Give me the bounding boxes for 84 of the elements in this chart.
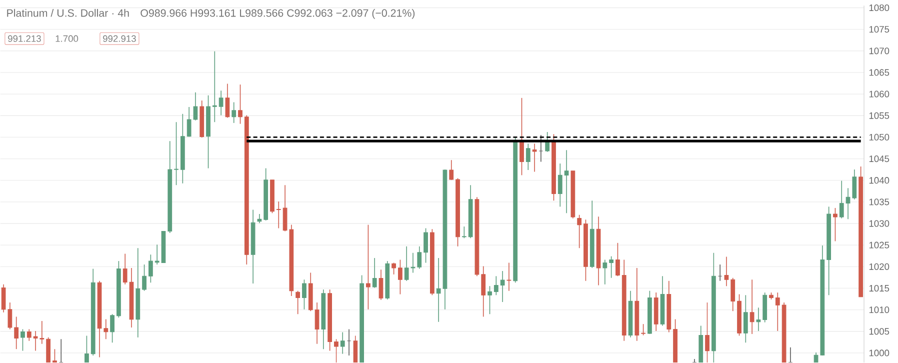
y-tick-label: 1030 [869, 220, 890, 227]
candlestick [500, 270, 505, 303]
candlestick [481, 266, 486, 318]
candlestick [730, 278, 736, 312]
candlestick [296, 290, 300, 315]
candlestick [26, 328, 32, 342]
candlestick [506, 262, 512, 292]
candlestick [743, 294, 748, 344]
candlestick [775, 292, 780, 332]
candlestick [148, 254, 153, 284]
y-tick-label: 1065 [869, 69, 890, 76]
y-tick-label: 1045 [869, 156, 890, 162]
chart-title: Platinum / U.S. Dollar · 4h [7, 9, 129, 17]
candlestick [174, 122, 178, 186]
candlestick [520, 98, 524, 176]
candlestick [564, 150, 569, 214]
candlestick [142, 264, 146, 292]
candlestick [462, 226, 466, 239]
candlestick [122, 253, 128, 285]
annotation: 992.913 [103, 35, 136, 42]
candlestick [609, 256, 614, 278]
candlestick [232, 102, 236, 124]
candlestick [488, 286, 492, 315]
y-tick-label: 1080 [869, 4, 890, 12]
y-tick-label: 1010 [869, 306, 890, 314]
y-tick-label: 1035 [869, 198, 890, 206]
candlestick [238, 84, 242, 124]
candlestick [366, 224, 370, 310]
candlestick [353, 335, 358, 363]
candlestick [424, 228, 428, 264]
candlestick [314, 302, 320, 344]
candlestick [372, 258, 377, 288]
candlestick [449, 160, 454, 180]
candlestick [84, 335, 89, 363]
candlestick [724, 256, 729, 287]
candlestick [756, 307, 761, 332]
candlestick [750, 279, 754, 335]
y-tick-label: 1040 [869, 177, 890, 184]
candlestick [641, 324, 646, 336]
candlestick [398, 259, 402, 295]
candlestick [788, 347, 793, 363]
y-tick-label: 1075 [869, 26, 890, 33]
y-tick-label: 1005 [869, 328, 890, 335]
candlestick [225, 83, 230, 118]
candlestick [602, 259, 608, 285]
candlestick [692, 358, 697, 363]
candlestick [20, 328, 25, 352]
candlestick [417, 246, 422, 270]
candlestick [705, 302, 710, 363]
y-tick-label: 1055 [869, 112, 890, 120]
candlestick [833, 208, 838, 242]
candlestick [538, 134, 544, 162]
candlestick [577, 214, 582, 249]
candlestick [545, 132, 550, 152]
candlestick [616, 242, 620, 277]
candlestick [532, 143, 537, 172]
candlestick [52, 348, 57, 363]
candlestick [340, 332, 345, 354]
candlestick [392, 262, 396, 275]
candlestick [212, 51, 217, 123]
y-tick-label: 1070 [869, 48, 890, 54]
y-tick-label: 1020 [869, 264, 890, 270]
y-tick-label: 1015 [869, 285, 890, 292]
candlestick [558, 163, 562, 208]
candlestick [494, 276, 498, 296]
candlestick [218, 90, 224, 116]
candlestick [276, 201, 281, 229]
y-tick-label: 1000 [869, 350, 890, 356]
y-tick-label: 1050 [869, 134, 890, 141]
candlestick [46, 337, 51, 363]
candlestick [839, 180, 844, 219]
annotation: 991.213 [8, 35, 41, 42]
candlestick [378, 269, 384, 300]
candlestick [58, 338, 64, 363]
candlestick [14, 316, 19, 350]
y-tick-label: 1060 [869, 90, 890, 98]
chart-subtitle: O989.966 H993.161 L989.566 C992.063 −2.097 (−0.21%) [140, 9, 415, 20]
candlestick [526, 143, 530, 171]
y-tick-label: 1025 [869, 242, 890, 249]
candlestick [302, 279, 306, 310]
annotation: 1.700 [56, 35, 78, 42]
candlestick [334, 338, 338, 363]
candlestick [110, 314, 114, 344]
candlestick [257, 214, 262, 224]
